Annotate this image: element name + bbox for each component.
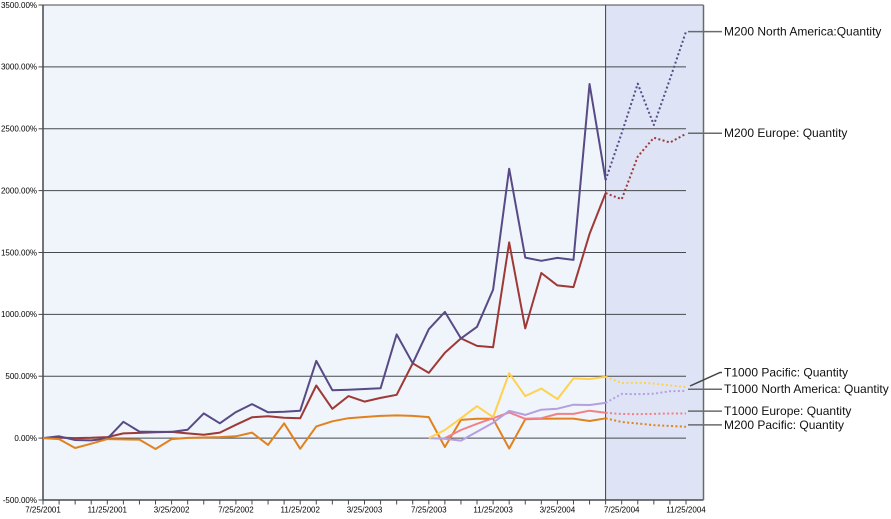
svg-text:-500.00%: -500.00% <box>3 496 37 505</box>
svg-text:3000.00%: 3000.00% <box>1 63 37 72</box>
svg-text:M200 North America:Quantity: M200 North America:Quantity <box>724 25 881 39</box>
svg-text:11/25/2003: 11/25/2003 <box>473 506 513 515</box>
svg-text:11/25/2002: 11/25/2002 <box>280 506 320 515</box>
svg-text:3/25/2004: 3/25/2004 <box>540 506 576 515</box>
svg-text:3/25/2003: 3/25/2003 <box>347 506 383 515</box>
svg-text:0.00%: 0.00% <box>14 434 37 443</box>
svg-text:7/25/2002: 7/25/2002 <box>218 506 254 515</box>
svg-text:T1000 Europe: Quantity: T1000 Europe: Quantity <box>724 404 851 418</box>
svg-text:11/25/2001: 11/25/2001 <box>88 506 128 515</box>
svg-text:2500.00%: 2500.00% <box>1 125 37 134</box>
svg-text:11/25/2004: 11/25/2004 <box>666 506 706 515</box>
svg-text:3/25/2002: 3/25/2002 <box>154 506 190 515</box>
svg-text:7/25/2004: 7/25/2004 <box>604 506 640 515</box>
svg-text:1000.00%: 1000.00% <box>1 310 37 319</box>
svg-text:1500.00%: 1500.00% <box>1 248 37 257</box>
svg-text:7/25/2001: 7/25/2001 <box>25 506 61 515</box>
svg-text:3500.00%: 3500.00% <box>1 1 37 10</box>
svg-text:2000.00%: 2000.00% <box>1 186 37 195</box>
svg-text:M200 Europe: Quantity: M200 Europe: Quantity <box>724 126 847 140</box>
svg-text:T1000 Pacific: Quantity: T1000 Pacific: Quantity <box>724 366 848 380</box>
svg-text:500.00%: 500.00% <box>5 372 37 381</box>
svg-text:7/25/2003: 7/25/2003 <box>411 506 447 515</box>
svg-text:M200 Pacific: Quantity: M200 Pacific: Quantity <box>724 418 844 432</box>
svg-text:T1000 North America: Quantity: T1000 North America: Quantity <box>724 382 889 396</box>
